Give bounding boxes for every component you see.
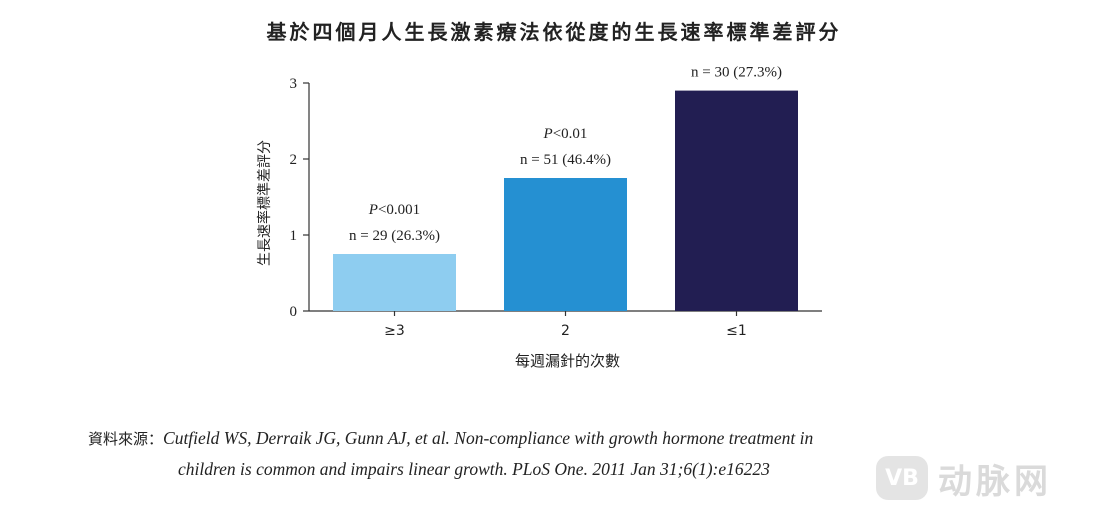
bar — [504, 178, 627, 311]
bar-p-value-label: P<0.01 — [543, 126, 588, 142]
watermark: VB 动脉网 — [876, 453, 1098, 503]
x-tick-label: ≤1 — [726, 323, 747, 339]
watermark-logo-icon: VB — [876, 456, 928, 500]
source-label: 資料來源： — [88, 430, 164, 448]
y-tick-label: 3 — [290, 76, 298, 92]
chart-labels: ≥3 n = 29 (26.3%) P<0.001 2 n = 51 (46.4%) P<… — [349, 65, 782, 339]
y-tick-label: 1 — [290, 228, 298, 244]
watermark-text: 动脉网 — [938, 461, 1052, 502]
x-tick-label: 2 — [561, 323, 570, 339]
y-axis-label: 生長速率標準差評分 — [256, 140, 273, 266]
x-tick-label: ≥3 — [384, 323, 405, 339]
source-line-1: Cutfield WS, Derraik JG, Gunn AJ, et al.… — [163, 428, 814, 448]
bar-p-value-label: P<0.001 — [368, 202, 420, 218]
source-line-2: children is common and impairs linear gr… — [178, 459, 770, 479]
source-citation: 資料來源：Cutfield WS, Derraik JG, Gunn AJ, e… — [88, 423, 1008, 484]
bar-chart: 0 1 2 3 ≥3 n = 29 (26.3%) P<0.001 2 n = 51 (46.… — [256, 65, 822, 370]
y-tick-label: 2 — [290, 152, 298, 168]
bar — [675, 90, 798, 311]
bar-count-label: n = 29 (26.3%) — [349, 228, 440, 244]
chart-title: 基於四個月人生長激素療法依從度的生長速率標準差評分 — [266, 20, 842, 44]
bar-count-label: n = 30 (27.3%) — [691, 65, 782, 81]
chart-bars — [333, 90, 798, 311]
x-axis-label: 每週漏針的次數 — [515, 352, 620, 370]
bar-count-label: n = 51 (46.4%) — [520, 152, 611, 168]
bar — [333, 254, 456, 311]
y-tick-label: 0 — [290, 304, 298, 320]
